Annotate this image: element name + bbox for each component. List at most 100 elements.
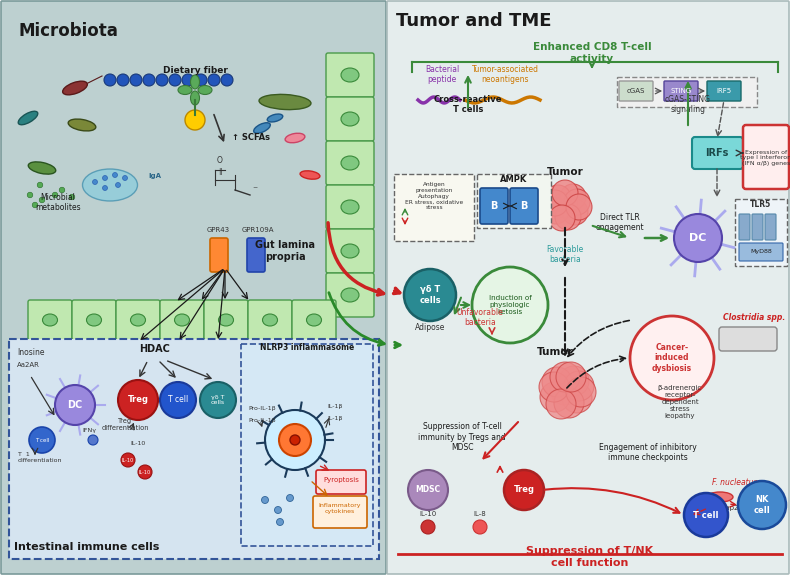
Text: Gut lamina
propria: Gut lamina propria xyxy=(255,240,315,262)
Circle shape xyxy=(556,362,586,392)
Circle shape xyxy=(88,435,98,445)
Text: T cell: T cell xyxy=(167,396,188,404)
Ellipse shape xyxy=(341,244,359,258)
Ellipse shape xyxy=(219,314,234,326)
Text: Inosine: Inosine xyxy=(17,348,44,357)
FancyBboxPatch shape xyxy=(664,81,698,101)
Text: TIGIT: TIGIT xyxy=(700,525,718,531)
Text: Engagement of inhibitory
immune checkpoints: Engagement of inhibitory immune checkpoi… xyxy=(599,443,697,462)
Text: Favorable
bacteria: Favorable bacteria xyxy=(547,244,584,264)
Text: T  1
differentiation: T 1 differentiation xyxy=(18,452,62,463)
Text: Suppression of T-cell
immunity by Tregs and
MDSC: Suppression of T-cell immunity by Tregs … xyxy=(418,422,506,452)
Text: B: B xyxy=(491,201,498,211)
FancyBboxPatch shape xyxy=(9,339,379,559)
Text: F. nucleatum: F. nucleatum xyxy=(712,478,761,487)
Text: γδ T
cells: γδ T cells xyxy=(211,394,225,405)
Text: T cell: T cell xyxy=(694,511,719,519)
Circle shape xyxy=(545,185,571,211)
FancyBboxPatch shape xyxy=(510,188,538,224)
Circle shape xyxy=(290,435,300,445)
Ellipse shape xyxy=(62,81,88,95)
FancyBboxPatch shape xyxy=(739,243,783,261)
Text: Enhanced CD8 T-cell
activity: Enhanced CD8 T-cell activity xyxy=(532,42,651,64)
Circle shape xyxy=(542,367,572,397)
Circle shape xyxy=(200,382,236,418)
Circle shape xyxy=(118,380,158,420)
FancyBboxPatch shape xyxy=(313,496,367,528)
FancyBboxPatch shape xyxy=(28,300,72,340)
Text: GPR43: GPR43 xyxy=(206,227,230,233)
FancyBboxPatch shape xyxy=(326,97,374,141)
Circle shape xyxy=(103,175,107,181)
Circle shape xyxy=(52,192,58,198)
Ellipse shape xyxy=(341,200,359,214)
Circle shape xyxy=(542,190,568,216)
FancyBboxPatch shape xyxy=(116,300,160,340)
FancyBboxPatch shape xyxy=(241,344,373,546)
Circle shape xyxy=(261,496,269,504)
Text: IL-1β: IL-1β xyxy=(327,416,342,421)
FancyBboxPatch shape xyxy=(739,214,750,240)
FancyBboxPatch shape xyxy=(326,273,374,317)
Text: Expression of
type I interferon
(IFN α/β) genes: Expression of type I interferon (IFN α/β… xyxy=(740,150,790,166)
Text: Bacterial
peptide: Bacterial peptide xyxy=(425,64,459,84)
Circle shape xyxy=(562,383,592,413)
Text: Tumor: Tumor xyxy=(536,347,574,357)
FancyBboxPatch shape xyxy=(316,470,366,494)
Circle shape xyxy=(169,74,181,86)
Text: MDSC: MDSC xyxy=(416,485,441,494)
Text: DC: DC xyxy=(690,233,707,243)
Text: IRF5: IRF5 xyxy=(717,88,732,94)
Text: Suppression of T/NK
cell function: Suppression of T/NK cell function xyxy=(526,546,653,568)
Circle shape xyxy=(182,74,194,86)
Text: Direct TLR
engagement: Direct TLR engagement xyxy=(596,213,645,232)
Circle shape xyxy=(550,362,580,392)
Text: Unfavorable
bacteria: Unfavorable bacteria xyxy=(457,308,503,327)
FancyBboxPatch shape xyxy=(326,229,374,273)
Text: Adipose: Adipose xyxy=(415,323,446,332)
Ellipse shape xyxy=(259,94,311,110)
Text: Pyroptosis: Pyroptosis xyxy=(323,477,359,483)
Ellipse shape xyxy=(190,75,200,89)
Circle shape xyxy=(121,453,135,467)
FancyBboxPatch shape xyxy=(210,238,228,272)
Text: ↑ SCFAs: ↑ SCFAs xyxy=(232,133,270,142)
Text: GPR109A: GPR109A xyxy=(242,227,274,233)
FancyBboxPatch shape xyxy=(247,238,265,272)
Circle shape xyxy=(554,388,584,418)
Text: NK
cell: NK cell xyxy=(754,495,770,515)
Ellipse shape xyxy=(43,314,58,326)
Text: IL-10: IL-10 xyxy=(130,441,145,446)
Circle shape xyxy=(472,267,548,343)
Text: Cancer-
induced
dysbiosis: Cancer- induced dysbiosis xyxy=(652,343,692,373)
Circle shape xyxy=(564,371,594,401)
Text: Intestinal immune cells: Intestinal immune cells xyxy=(14,542,160,552)
Text: Clostridia spp.: Clostridia spp. xyxy=(723,313,785,322)
Circle shape xyxy=(117,74,129,86)
Ellipse shape xyxy=(198,86,212,94)
Circle shape xyxy=(543,198,569,224)
Text: Pro-IL-1β: Pro-IL-1β xyxy=(248,418,276,423)
FancyBboxPatch shape xyxy=(326,185,374,229)
Circle shape xyxy=(540,382,570,412)
Circle shape xyxy=(287,494,294,501)
Text: Fap2: Fap2 xyxy=(722,505,739,511)
FancyBboxPatch shape xyxy=(735,199,787,266)
Circle shape xyxy=(404,269,456,321)
Circle shape xyxy=(546,389,576,419)
Circle shape xyxy=(276,519,284,526)
Circle shape xyxy=(92,179,97,185)
Text: NLRP3 inflammasome: NLRP3 inflammasome xyxy=(260,343,354,352)
Circle shape xyxy=(265,410,325,470)
Circle shape xyxy=(566,377,596,407)
Text: AMPK: AMPK xyxy=(500,175,528,184)
Ellipse shape xyxy=(82,169,137,201)
Circle shape xyxy=(37,182,43,188)
Circle shape xyxy=(559,366,589,396)
Ellipse shape xyxy=(130,314,145,326)
Ellipse shape xyxy=(707,492,733,502)
FancyBboxPatch shape xyxy=(477,174,551,228)
Text: Dietary fiber: Dietary fiber xyxy=(163,66,228,75)
FancyBboxPatch shape xyxy=(72,300,116,340)
FancyBboxPatch shape xyxy=(326,141,374,185)
